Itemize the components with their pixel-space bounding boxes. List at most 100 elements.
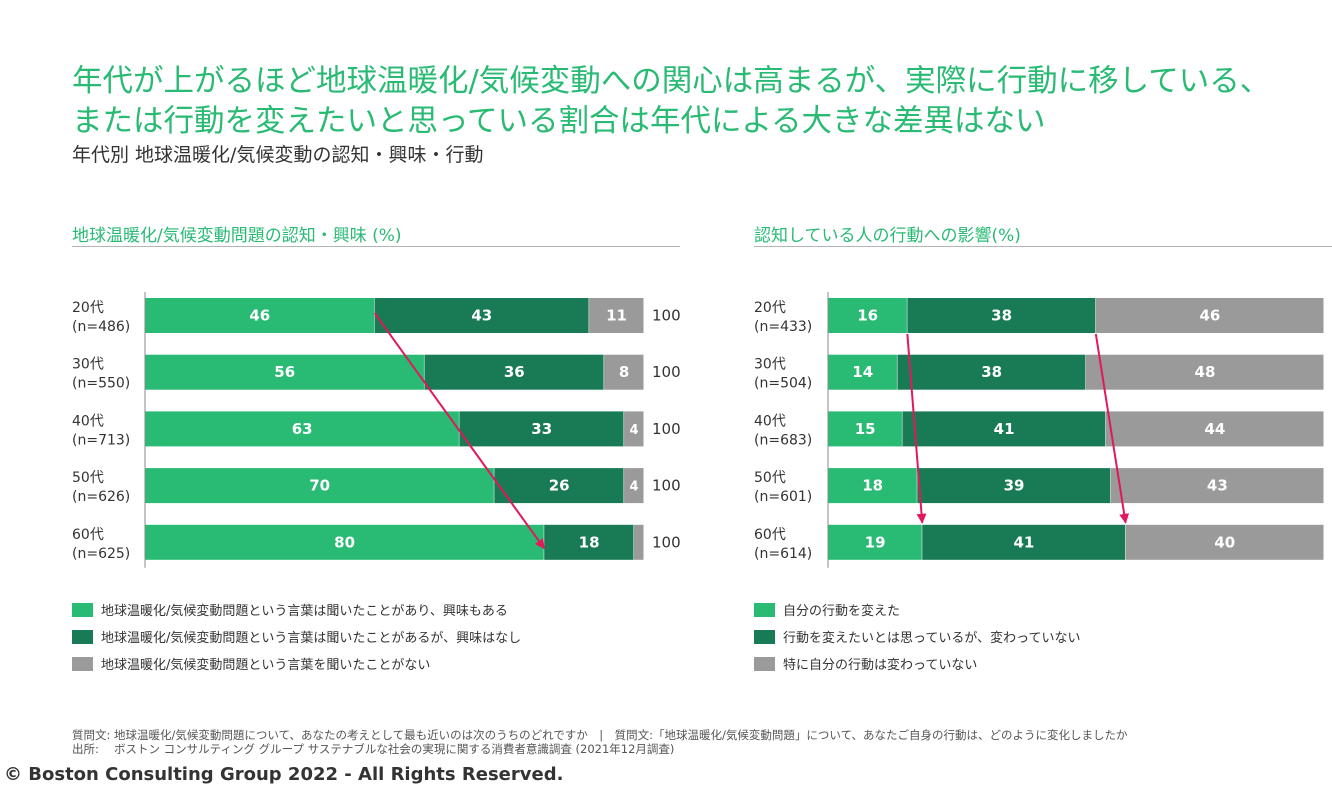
data-label: 41 bbox=[1013, 533, 1034, 551]
data-label: 43 bbox=[1207, 477, 1228, 495]
data-label: 33 bbox=[531, 420, 552, 438]
sample-size-label: (n=626) bbox=[72, 489, 130, 505]
data-label: 46 bbox=[249, 307, 270, 325]
sample-size-label: (n=504) bbox=[754, 376, 812, 392]
legend-swatch-gray bbox=[72, 656, 93, 671]
sample-size-label: (n=550) bbox=[72, 376, 130, 392]
trend-arrow bbox=[906, 333, 927, 524]
data-label: 40 bbox=[1214, 533, 1235, 551]
data-label: 56 bbox=[274, 363, 295, 381]
bar-segment bbox=[1105, 411, 1324, 447]
legend-swatch-dark-green bbox=[754, 629, 775, 644]
right-legend: 自分の行動を変えた 行動を変えたいとは思っているが、変わっていない 特に自分の行… bbox=[754, 596, 1080, 677]
data-label: 44 bbox=[1204, 420, 1225, 438]
legend-swatch-dark-green bbox=[72, 629, 93, 644]
bar-segment bbox=[907, 298, 1096, 333]
legend-swatch-gray bbox=[754, 656, 775, 671]
bar-segment bbox=[374, 298, 589, 333]
sample-size-label: (n=683) bbox=[754, 432, 812, 448]
bar-segment bbox=[902, 411, 1106, 447]
bar-segment bbox=[589, 298, 644, 333]
data-label: 26 bbox=[549, 477, 570, 495]
bar-segment bbox=[424, 354, 604, 390]
category-label: 30代 bbox=[754, 357, 786, 373]
legend-label: 行動を変えたいとは思っているが、変わっていない bbox=[783, 631, 1081, 646]
category-label: 20代 bbox=[754, 300, 786, 316]
bar-segment bbox=[917, 468, 1111, 504]
data-label: 16 bbox=[857, 307, 878, 325]
page-title: 年代が上がるほど地球温暖化/気候変動への関心は高まるが、実際に行動に移している、… bbox=[72, 62, 1322, 142]
right-chart-title-rule bbox=[754, 246, 1332, 247]
legend-item: 地球温暖化/気候変動問題という言葉を聞いたことがない bbox=[72, 650, 521, 677]
data-label: 36 bbox=[504, 363, 525, 381]
bar-segment bbox=[1085, 354, 1324, 390]
data-label: 15 bbox=[855, 420, 876, 438]
total-label: 100 bbox=[652, 477, 681, 495]
legend-label: 特に自分の行動は変わっていない bbox=[783, 658, 978, 673]
legend-swatch-light-green bbox=[72, 602, 93, 617]
bar-segment bbox=[145, 298, 375, 333]
bar-segment bbox=[624, 468, 644, 504]
bar-segment bbox=[145, 411, 459, 447]
data-label: 48 bbox=[1195, 363, 1216, 381]
data-label: 43 bbox=[471, 307, 492, 325]
category-label: 40代 bbox=[754, 413, 786, 429]
category-label: 60代 bbox=[754, 527, 786, 543]
sample-size-label: (n=486) bbox=[72, 319, 130, 335]
bar-segment bbox=[604, 354, 644, 390]
trend-arrow bbox=[373, 312, 546, 550]
data-label: 4 bbox=[629, 423, 638, 438]
legend-swatch-light-green bbox=[754, 602, 775, 617]
data-label: 46 bbox=[1199, 307, 1220, 325]
left-chart-title: 地球温暖化/気候変動問題の認知・興味 (%) bbox=[72, 226, 402, 246]
footnote-question: 質問文: 地球温暖化/気候変動問題について、あなたの考えとして最も近いのは次のう… bbox=[72, 728, 1128, 742]
data-label: 38 bbox=[981, 363, 1002, 381]
data-label: 8 bbox=[619, 363, 629, 381]
bar-segment bbox=[897, 354, 1086, 390]
legend-item: 地球温暖化/気候変動問題という言葉は聞いたことがあり、興味もある bbox=[72, 596, 521, 623]
bar-segment bbox=[922, 524, 1126, 560]
left-chart-title-rule bbox=[72, 246, 680, 247]
category-label: 20代 bbox=[72, 300, 104, 316]
copyright: © Boston Consulting Group 2022 - All Rig… bbox=[4, 764, 564, 785]
data-label: 14 bbox=[852, 363, 873, 381]
footnote-source: 出所: ボストン コンサルティング グループ サステナブルな社会の実現に関する消… bbox=[72, 742, 675, 756]
total-label: 100 bbox=[652, 533, 681, 551]
category-label: 30代 bbox=[72, 357, 104, 373]
sample-size-label: (n=614) bbox=[754, 546, 812, 562]
title-line-1: 年代が上がるほど地球温暖化/気候変動への関心は高まるが、実際に行動に移している、 bbox=[72, 64, 1271, 99]
bar-segment bbox=[1095, 298, 1324, 333]
bar-segment bbox=[145, 468, 494, 504]
legend-item: 自分の行動を変えた bbox=[754, 596, 1080, 623]
legend-label: 地球温暖化/気候変動問題という言葉は聞いたことがあるが、興味はなし bbox=[101, 631, 522, 646]
sample-size-label: (n=713) bbox=[72, 432, 130, 448]
left-legend: 地球温暖化/気候変動問題という言葉は聞いたことがあり、興味もある 地球温暖化/気… bbox=[72, 596, 521, 677]
legend-item: 特に自分の行動は変わっていない bbox=[754, 650, 1080, 677]
bar-segment bbox=[544, 524, 634, 560]
data-label: 11 bbox=[606, 307, 627, 325]
bar-segment bbox=[145, 524, 544, 560]
legend-label: 自分の行動を変えた bbox=[783, 604, 901, 619]
bar-segment bbox=[828, 298, 907, 333]
legend-item: 地球温暖化/気候変動問題という言葉は聞いたことがあるが、興味はなし bbox=[72, 623, 521, 650]
data-label: 39 bbox=[1004, 477, 1025, 495]
bar-segment bbox=[1125, 524, 1324, 560]
bar-segment bbox=[828, 524, 922, 560]
page-subtitle: 年代別 地球温暖化/気候変動の認知・興味・行動 bbox=[72, 144, 484, 166]
legend-label: 地球温暖化/気候変動問題という言葉を聞いたことがない bbox=[101, 658, 431, 673]
footnote: 質問文: 地球温暖化/気候変動問題について、あなたの考えとして最も近いのは次のう… bbox=[72, 728, 1128, 756]
data-label: 4 bbox=[629, 480, 638, 495]
bar-segment bbox=[828, 354, 897, 390]
data-label: 70 bbox=[309, 477, 330, 495]
data-label: 41 bbox=[994, 420, 1015, 438]
bar-segment bbox=[828, 468, 917, 504]
data-label: 38 bbox=[991, 307, 1012, 325]
sample-size-label: (n=601) bbox=[754, 489, 812, 505]
right-chart-title: 認知している人の行動への影響(%) bbox=[754, 226, 1021, 246]
total-label: 100 bbox=[652, 420, 681, 438]
title-line-2: または行動を変えたいと思っている割合は年代による大きな差異はない bbox=[72, 104, 1046, 139]
data-label: 63 bbox=[292, 420, 313, 438]
legend-label: 地球温暖化/気候変動問題という言葉は聞いたことがあり、興味もある bbox=[101, 604, 508, 619]
